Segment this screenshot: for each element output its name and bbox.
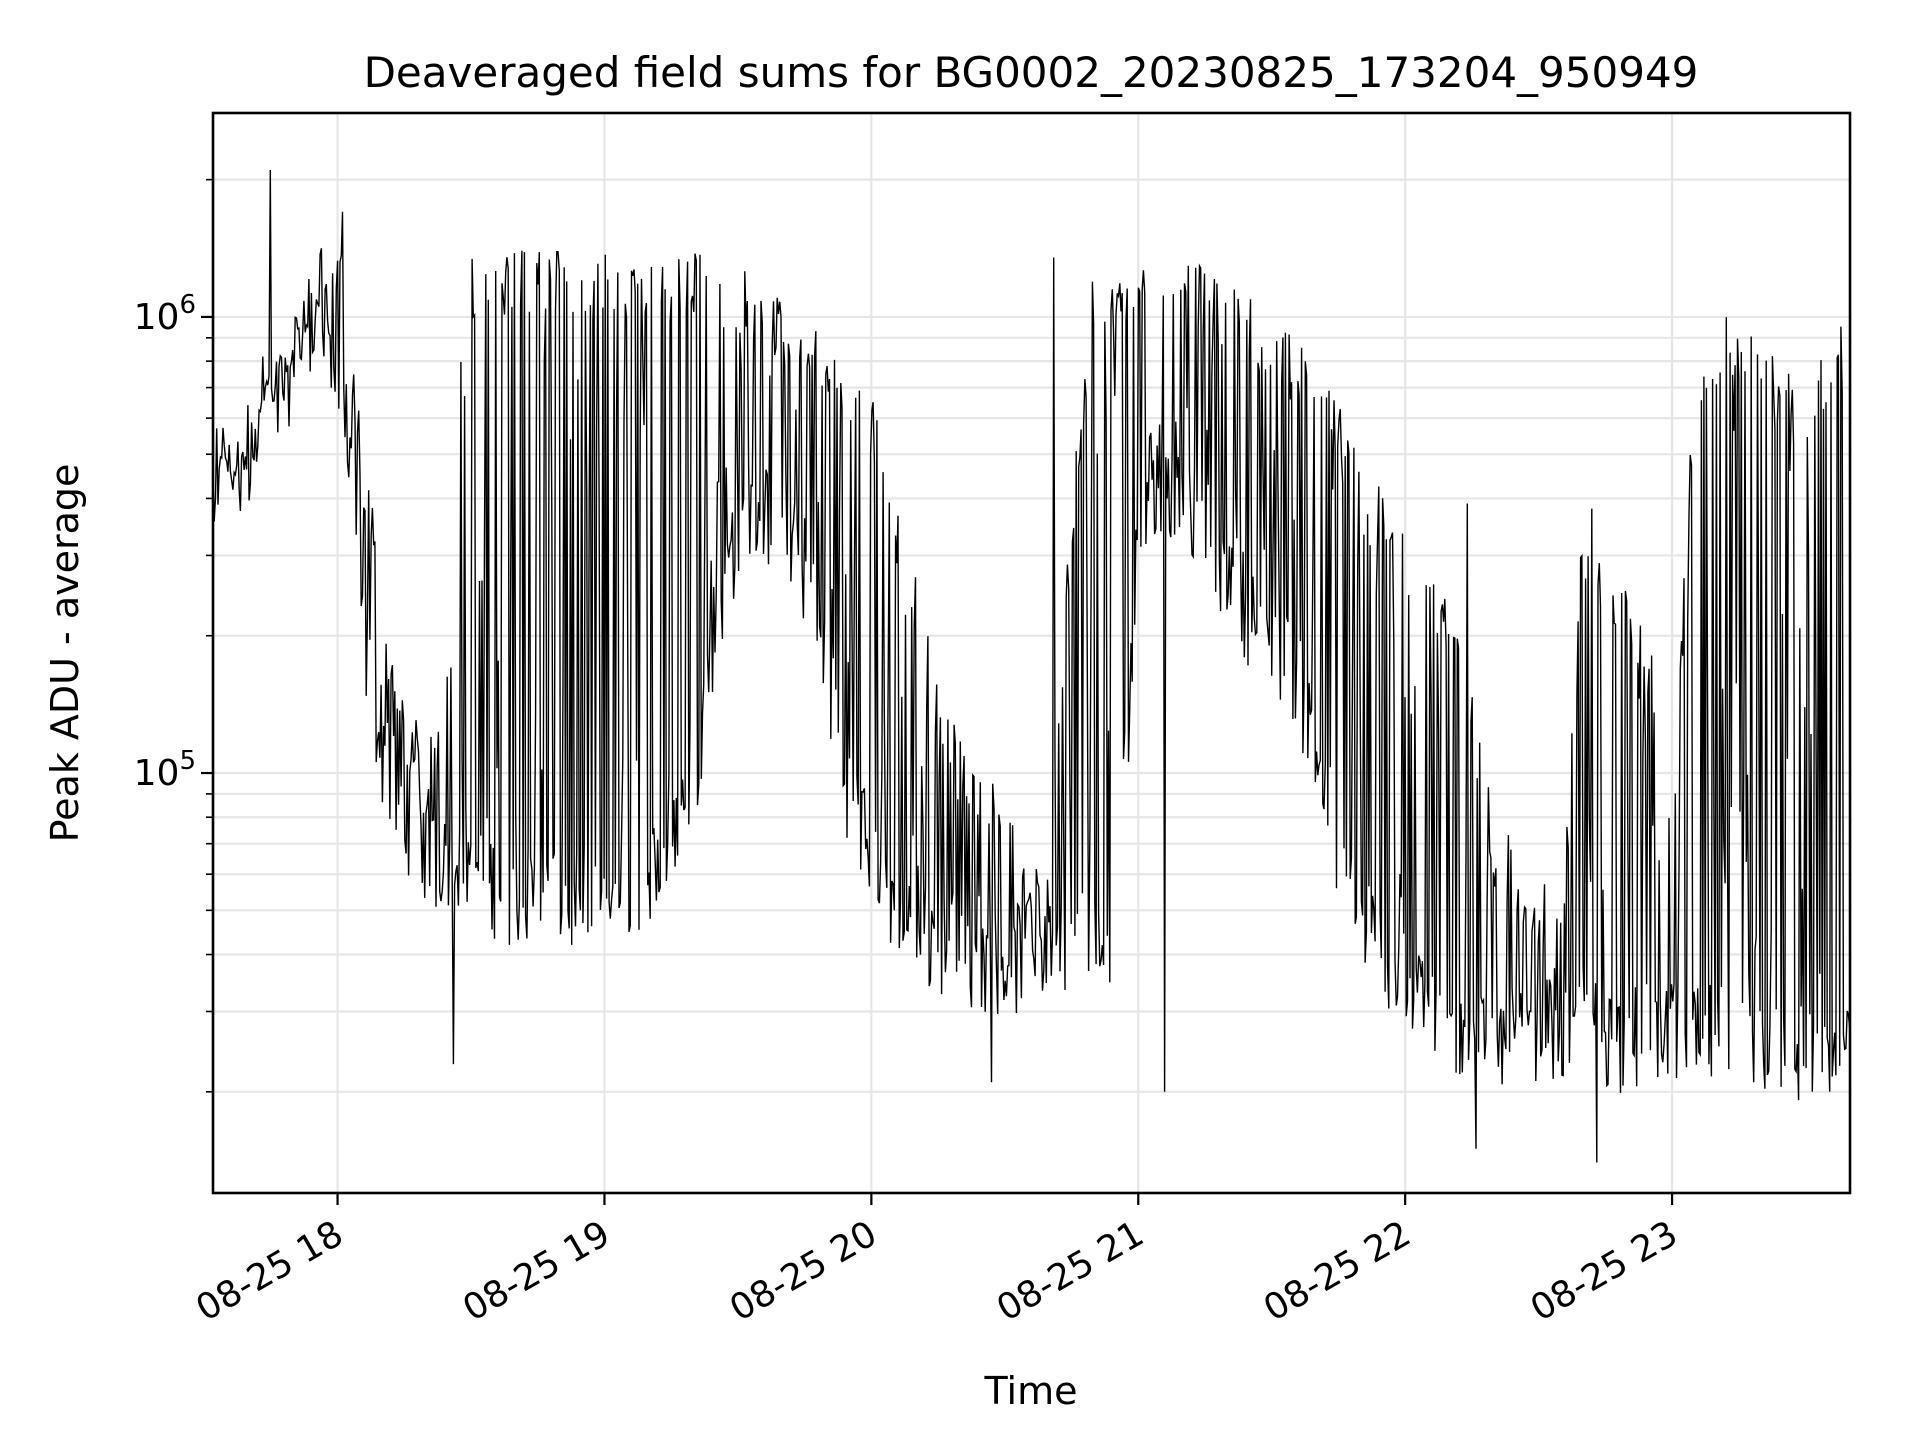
x-tick-label: 08-25 18 xyxy=(189,1213,350,1329)
x-axis-label: Time xyxy=(984,1369,1078,1413)
x-tick-label: 08-25 19 xyxy=(456,1213,617,1329)
chart-title: Deaveraged field sums for BG0002_2023082… xyxy=(364,48,1699,97)
y-axis-label: Peak ADU - average xyxy=(43,464,87,843)
x-tick-label: 08-25 22 xyxy=(1257,1213,1418,1329)
x-tick-label: 08-25 20 xyxy=(723,1213,884,1329)
y-tick-base: 10 xyxy=(134,297,180,338)
x-tick-label: 08-25 21 xyxy=(990,1213,1151,1329)
y-tick-label: 106 xyxy=(134,290,196,338)
axis-ticks xyxy=(201,178,1674,1205)
plot-frame xyxy=(211,111,1852,1195)
y-tick-exponent: 5 xyxy=(179,746,196,776)
y-tick-base: 10 xyxy=(134,753,180,794)
y-tick-label: 105 xyxy=(134,746,196,794)
series-line xyxy=(212,169,1851,1163)
x-tick-label: 08-25 23 xyxy=(1524,1213,1685,1329)
y-tick-exponent: 6 xyxy=(179,290,196,320)
x-tick-labels: 08-25 18 08-25 19 08-25 20 08-25 21 08-25 22… xyxy=(189,1213,1684,1329)
